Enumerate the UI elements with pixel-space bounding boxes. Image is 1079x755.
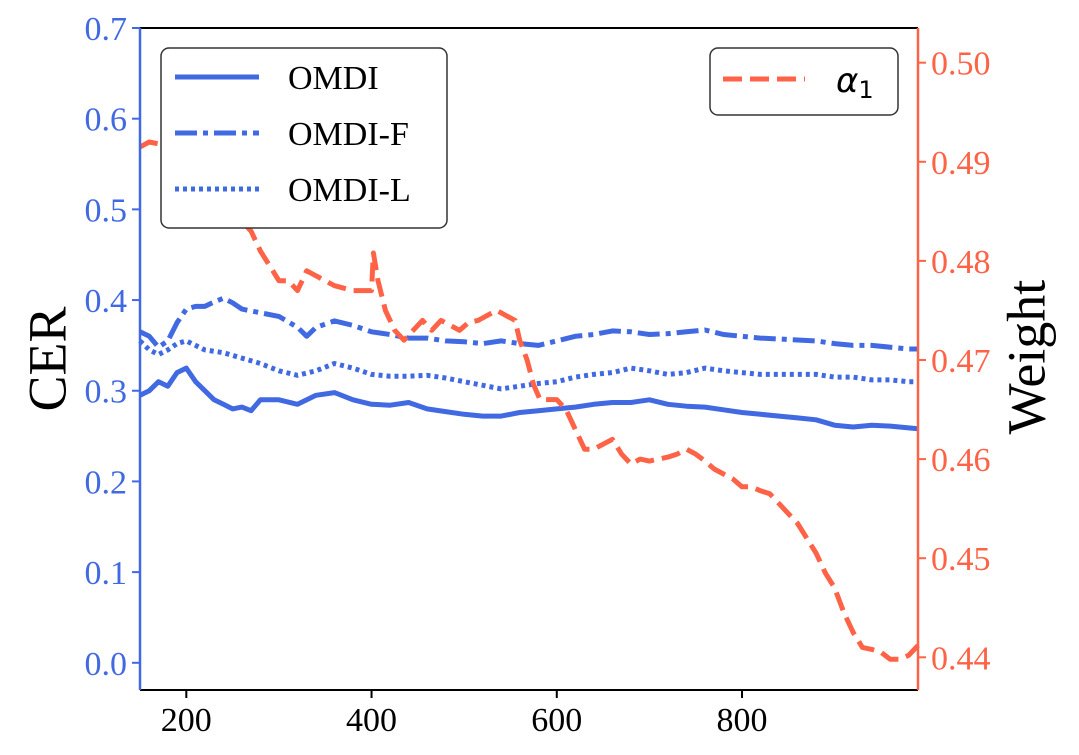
legend-left-box (160, 47, 448, 229)
series-line-omdi-f (138, 295, 918, 352)
y-axis-left-label: CER (17, 306, 77, 411)
y-left-tick-label: 0.2 (85, 464, 128, 501)
series-line-omdi (138, 365, 919, 432)
legend-omdi-f-label: OMDI-F (288, 116, 409, 153)
y-right-tick-label: 0.45 (931, 541, 991, 578)
tick-layer: 200 400 600 800 0.0 0.1 0.2 0.3 0.4 0.5 0.6 0.7 0.44… (85, 11, 991, 739)
legend-alpha1-label: α1 (836, 61, 874, 104)
y-left-tick-label: 0.4 (85, 283, 128, 320)
series-line-omdi-l (138, 338, 918, 392)
y-right-tick-label: 0.48 (931, 244, 991, 281)
legend-omdi-l-label: OMDI-L (288, 172, 411, 209)
y-right-tick-label: 0.46 (931, 442, 991, 479)
series-line--1 (138, 134, 920, 662)
y-axis-right-label: Weight (996, 280, 1056, 435)
y-right-tick-label: 0.49 (931, 145, 991, 182)
x-tick-label: 600 (531, 702, 582, 739)
y-right-tick-label: 0.47 (931, 343, 991, 380)
legend-right: α1 (709, 47, 899, 116)
y-left-tick-label: 0.3 (85, 374, 128, 411)
x-tick-label: 400 (346, 702, 397, 739)
legend-left: OMDI OMDI-F OMDI-L (160, 47, 448, 229)
y-left-tick-label: 0.5 (85, 192, 128, 229)
y-right-tick-label: 0.44 (931, 640, 991, 677)
y-left-tick-label: 0.0 (85, 646, 128, 683)
y-left-tick-label: 0.1 (85, 555, 128, 592)
legend-alpha-subscript: 1 (858, 76, 873, 104)
y-right-tick-label: 0.50 (931, 46, 991, 83)
series-layer (138, 134, 920, 662)
x-tick-label: 200 (161, 702, 212, 739)
y-left-tick-label: 0.7 (85, 11, 128, 48)
y-left-tick-label: 0.6 (85, 102, 128, 139)
legend-alpha-symbol: α (836, 61, 858, 101)
x-tick-label: 800 (717, 702, 768, 739)
legend-omdi-label: OMDI (288, 60, 379, 97)
